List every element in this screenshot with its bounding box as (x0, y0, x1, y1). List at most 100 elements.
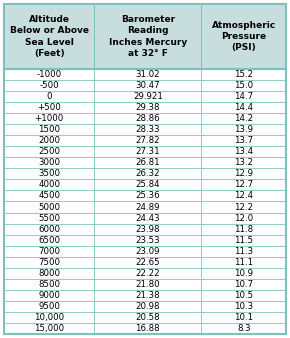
Text: 15.2: 15.2 (234, 70, 253, 79)
Text: 28.86: 28.86 (135, 114, 160, 123)
Polygon shape (201, 113, 286, 124)
Text: 6500: 6500 (38, 236, 60, 245)
Text: 10.5: 10.5 (234, 291, 253, 300)
Polygon shape (4, 268, 94, 279)
Text: 6000: 6000 (38, 225, 60, 234)
Text: +1000: +1000 (35, 114, 64, 123)
Text: 10.3: 10.3 (234, 302, 253, 311)
Text: 29.38: 29.38 (135, 103, 160, 112)
Text: -1000: -1000 (37, 70, 62, 79)
Polygon shape (201, 213, 286, 223)
Text: 29.921: 29.921 (133, 92, 163, 101)
Polygon shape (201, 91, 286, 102)
Text: 22.65: 22.65 (135, 258, 160, 267)
Text: 10.7: 10.7 (234, 280, 253, 289)
Polygon shape (4, 168, 94, 179)
Text: 13.2: 13.2 (234, 159, 253, 167)
Polygon shape (94, 69, 201, 80)
Polygon shape (4, 102, 94, 113)
Text: 8500: 8500 (38, 280, 60, 289)
Text: 8.3: 8.3 (237, 324, 251, 333)
Text: 11.3: 11.3 (234, 247, 253, 256)
Polygon shape (4, 91, 94, 102)
Text: 26.81: 26.81 (135, 159, 160, 167)
Polygon shape (94, 113, 201, 124)
Text: 3000: 3000 (38, 159, 60, 167)
Text: -500: -500 (39, 81, 59, 90)
Polygon shape (94, 290, 201, 301)
Text: 27.31: 27.31 (135, 147, 160, 156)
Polygon shape (94, 235, 201, 246)
Text: 3500: 3500 (38, 169, 60, 178)
Polygon shape (94, 146, 201, 157)
Polygon shape (4, 80, 94, 91)
Polygon shape (4, 323, 94, 334)
Polygon shape (4, 257, 94, 268)
Text: 13.9: 13.9 (234, 125, 253, 134)
Text: 28.33: 28.33 (135, 125, 160, 134)
Polygon shape (201, 312, 286, 323)
Polygon shape (94, 312, 201, 323)
Polygon shape (201, 157, 286, 168)
Polygon shape (201, 179, 286, 190)
Polygon shape (94, 201, 201, 213)
Polygon shape (94, 168, 201, 179)
Text: +500: +500 (37, 103, 61, 112)
Text: 8000: 8000 (38, 269, 60, 278)
Text: 14.7: 14.7 (234, 92, 253, 101)
Text: 0: 0 (46, 92, 52, 101)
Text: 9000: 9000 (38, 291, 60, 300)
Polygon shape (94, 246, 201, 257)
Polygon shape (4, 135, 94, 146)
Polygon shape (4, 4, 94, 69)
Text: 10.9: 10.9 (234, 269, 253, 278)
Text: 2500: 2500 (38, 147, 60, 156)
Text: 4000: 4000 (38, 180, 60, 189)
Polygon shape (4, 157, 94, 168)
Polygon shape (201, 279, 286, 290)
Polygon shape (4, 179, 94, 190)
Polygon shape (201, 102, 286, 113)
Polygon shape (4, 223, 94, 235)
Text: 12.7: 12.7 (234, 180, 253, 189)
Text: 12.2: 12.2 (234, 202, 253, 212)
Polygon shape (94, 190, 201, 201)
Polygon shape (4, 124, 94, 135)
Polygon shape (94, 80, 201, 91)
Polygon shape (4, 290, 94, 301)
Text: 30.47: 30.47 (135, 81, 160, 90)
Polygon shape (201, 257, 286, 268)
Polygon shape (201, 135, 286, 146)
Polygon shape (201, 301, 286, 312)
Polygon shape (94, 135, 201, 146)
Text: 12.9: 12.9 (234, 169, 253, 178)
Polygon shape (4, 113, 94, 124)
Text: 25.84: 25.84 (135, 180, 160, 189)
Text: 15,000: 15,000 (34, 324, 64, 333)
Text: 5000: 5000 (38, 202, 60, 212)
Polygon shape (201, 235, 286, 246)
Polygon shape (94, 102, 201, 113)
Polygon shape (201, 124, 286, 135)
Text: 20.98: 20.98 (135, 302, 160, 311)
Polygon shape (201, 268, 286, 279)
Text: 10.1: 10.1 (234, 313, 253, 322)
Polygon shape (4, 279, 94, 290)
Polygon shape (94, 323, 201, 334)
Text: 4500: 4500 (38, 192, 60, 200)
Polygon shape (4, 213, 94, 223)
Text: 22.22: 22.22 (135, 269, 160, 278)
Polygon shape (94, 157, 201, 168)
Polygon shape (94, 257, 201, 268)
Text: 11.8: 11.8 (234, 225, 253, 234)
Text: 14.4: 14.4 (234, 103, 253, 112)
Polygon shape (4, 146, 94, 157)
Text: 15.0: 15.0 (234, 81, 253, 90)
Text: 7500: 7500 (38, 258, 60, 267)
Text: 10,000: 10,000 (34, 313, 64, 322)
Polygon shape (201, 146, 286, 157)
Text: 16.88: 16.88 (135, 324, 160, 333)
Polygon shape (4, 312, 94, 323)
Polygon shape (201, 323, 286, 334)
Polygon shape (94, 223, 201, 235)
